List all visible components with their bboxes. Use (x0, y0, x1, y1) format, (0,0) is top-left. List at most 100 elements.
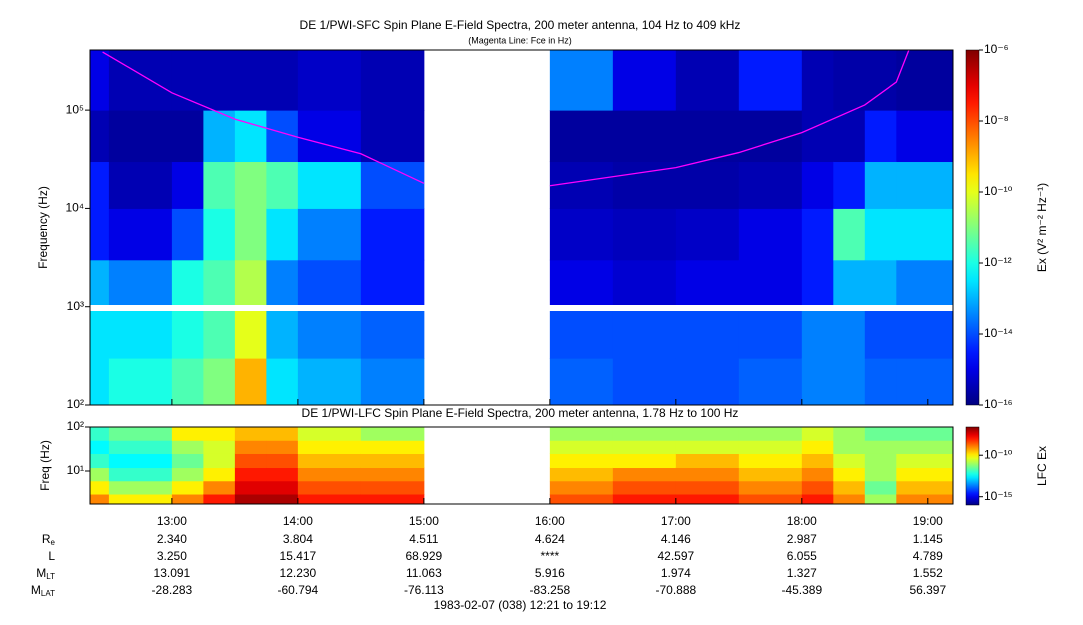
colorbar (965, 49, 980, 406)
heatmap-cell (738, 259, 803, 308)
heatmap-cell (171, 259, 204, 308)
ephemeris-value: 11.063 (406, 566, 442, 580)
ephemeris-value: 15.417 (280, 549, 317, 563)
heatmap-cell (549, 306, 614, 359)
heatmap-cell (266, 50, 299, 111)
heatmap-cell (90, 306, 110, 359)
heatmap-cell (90, 208, 110, 261)
heatmap-cell (675, 110, 740, 163)
ephemeris-value: -70.888 (655, 583, 696, 597)
heatmap-cell (864, 467, 897, 482)
heatmap-cell (801, 208, 834, 261)
heatmap-cell (266, 259, 299, 308)
heatmap-cell (108, 427, 173, 441)
heatmap-cell (108, 161, 173, 209)
heatmap-cell (171, 358, 204, 406)
heatmap-cell (234, 306, 267, 359)
heatmap-cell (266, 358, 299, 406)
ephemeris-value: 4.624 (535, 532, 565, 546)
heatmap-cell (90, 440, 110, 454)
heatmap-cell (738, 161, 803, 209)
heatmap-cell (833, 306, 866, 359)
ephemeris-value: 1.327 (787, 566, 817, 580)
heatmap-cell (675, 161, 740, 209)
heatmap-cell (108, 358, 173, 406)
colorbar-label: Ex (V² m⁻² Hz⁻¹) (1035, 183, 1049, 272)
heatmap-cell (234, 358, 267, 406)
heatmap-cell (266, 161, 299, 209)
ephemeris-value: 1.552 (913, 566, 943, 580)
heatmap-cell (266, 208, 299, 261)
row-label: L (48, 549, 55, 563)
colorbar-tick-label: 10⁻¹² (984, 255, 1012, 269)
heatmap-cell (864, 358, 897, 406)
heatmap-cell (171, 306, 204, 359)
heatmap-cell (675, 427, 740, 441)
heatmap-cell (675, 208, 740, 261)
heatmap-cell (203, 427, 236, 441)
heatmap-cell (266, 494, 299, 505)
ephemeris-value: 4.146 (661, 532, 691, 546)
heatmap-cell (612, 259, 677, 308)
heatmap-cell (203, 208, 236, 261)
heatmap-cell (801, 161, 834, 209)
heatmap-cell (675, 453, 740, 469)
y-tick-label: 10³ (67, 299, 84, 313)
heatmap-cell (896, 480, 954, 495)
ephemeris-value: **** (541, 549, 560, 563)
heatmap-cell (360, 494, 425, 505)
heatmap-cell (833, 259, 866, 308)
y-tick-label: 10⁵ (66, 102, 84, 116)
plot-frame (89, 49, 954, 406)
heatmap-cell (360, 208, 425, 261)
heatmap-cell (266, 440, 299, 454)
heatmap-cell (896, 306, 954, 359)
heatmap-cell (833, 427, 866, 441)
y-axis-label: Freq (Hz) (38, 440, 52, 491)
heatmap-cell (108, 440, 173, 454)
heatmap-cell (171, 427, 204, 441)
heatmap-cell (171, 494, 204, 505)
heatmap-cell (738, 494, 803, 505)
heatmap-cell (90, 480, 110, 495)
heatmap-cell (896, 208, 954, 261)
heatmap-cell (738, 208, 803, 261)
ephemeris-value: 4.789 (913, 549, 943, 563)
heatmap-cell (801, 480, 834, 495)
heatmap-cell (108, 208, 173, 261)
y-tick-label: 10¹ (67, 463, 84, 477)
heatmap-cell (549, 480, 614, 495)
heatmap-cell (171, 161, 204, 209)
ephemeris-value: 1.974 (661, 566, 691, 580)
ephemeris-value: -45.389 (781, 583, 822, 597)
heatmap-cell (203, 50, 236, 111)
chart-subtitle: (Magenta Line: Fce in Hz) (468, 35, 572, 45)
heatmap-cell (108, 453, 173, 469)
heatmap-cell (90, 358, 110, 406)
heatmap-cell (896, 259, 954, 308)
ephemeris-value: -83.258 (529, 583, 570, 597)
heatmap-cell (896, 467, 954, 482)
heatmap-cell (549, 467, 614, 482)
heatmap-cell (266, 453, 299, 469)
x-tick-label: 17:00 (661, 514, 691, 528)
heatmap-cell (896, 50, 954, 111)
plot-frame (89, 426, 954, 505)
heatmap-cell (833, 50, 866, 111)
x-tick-label: 13:00 (157, 514, 187, 528)
x-tick-label: 18:00 (787, 514, 817, 528)
heatmap-cell (612, 358, 677, 406)
heatmap-cell (360, 259, 425, 308)
heatmap-cell (266, 306, 299, 359)
heatmap-cell (266, 480, 299, 495)
heatmap-cell (549, 110, 614, 163)
colorbar-tick-label: 10⁻¹⁵ (984, 489, 1013, 503)
heatmap-cell (297, 208, 362, 261)
heatmap-cell (896, 494, 954, 505)
heatmap-cell (801, 259, 834, 308)
heatmap-cell (612, 306, 677, 359)
heatmap-cell (360, 427, 425, 441)
heatmap-cell (90, 453, 110, 469)
